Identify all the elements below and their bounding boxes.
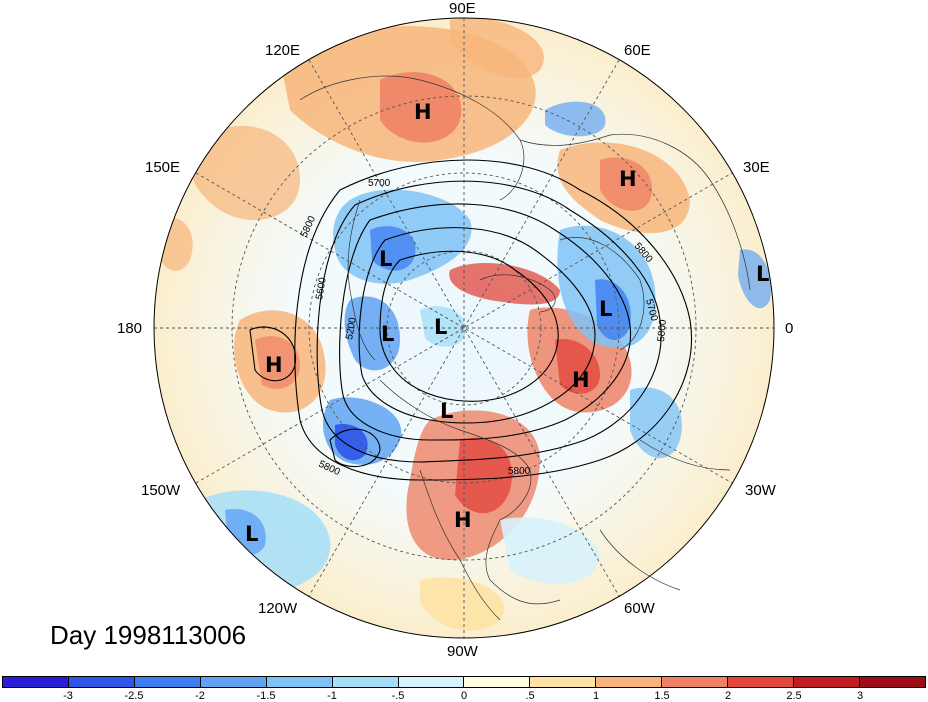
colorbar-segment: [398, 677, 465, 687]
colorbar-segment: [134, 677, 201, 687]
map-title: Day 1998113006: [50, 620, 247, 650]
lon-label-30w: 30W: [745, 482, 776, 499]
map-boundary: [153, 17, 775, 639]
colorbar-tick-label: 2.5: [786, 690, 802, 702]
colorbar-tick-label: .5: [525, 690, 535, 702]
colorbar-tick-label: -3: [63, 690, 73, 702]
height-contours: [249, 159, 692, 481]
colorbar-tick-label: 1.5: [654, 690, 670, 702]
colorbar-tick-label: 2: [724, 690, 732, 702]
lon-label-90w: 90W: [447, 643, 478, 660]
colorbar-segment: [859, 677, 925, 687]
colorbar-segment: [530, 677, 597, 687]
low-marker: L: [434, 315, 447, 339]
colorbar-segment: [464, 677, 531, 687]
lon-label-90e: 90E: [449, 0, 476, 17]
colorbar-tick-label: -2.5: [124, 690, 144, 702]
lon-label-120w: 120W: [258, 600, 298, 617]
low-marker: L: [381, 322, 394, 346]
contour-label: 5800: [656, 319, 669, 343]
colorbar-tick-label: 1: [592, 690, 600, 702]
lon-label-60e: 60E: [624, 42, 651, 59]
high-marker: H: [265, 353, 283, 377]
colorbar-segment: [662, 677, 729, 687]
colorbar-segment: [332, 677, 399, 687]
colorbar-segment: [200, 677, 267, 687]
pressure-centers: H H L L L L L H H L L H: [245, 100, 769, 546]
colorbar-segment: [794, 677, 860, 687]
coastlines: [299, 75, 751, 621]
contour-label: 5800: [508, 466, 531, 477]
lon-label-0: 0: [785, 320, 794, 337]
colorbar-tick-label: -1: [327, 690, 337, 702]
lon-label-60w: 60W: [624, 600, 655, 617]
high-marker: H: [619, 167, 637, 191]
lon-label-180: 180: [117, 320, 143, 337]
colorbar-segment: [3, 677, 69, 687]
colorbar-tick-label: -.5: [391, 690, 405, 702]
low-marker: L: [440, 399, 453, 423]
high-marker: H: [414, 100, 432, 124]
low-marker: L: [379, 247, 392, 271]
lon-label-150w: 150W: [141, 482, 181, 499]
high-marker: H: [454, 508, 472, 532]
anomaly-field: [154, 18, 774, 638]
low-marker: L: [245, 522, 258, 546]
low-marker: L: [599, 297, 612, 321]
colorbar-tick-label: -1.5: [256, 690, 276, 702]
contour-label: 5700: [368, 178, 391, 189]
contour-label: 5200: [344, 316, 359, 340]
colorbar-tick-label: -2: [195, 690, 205, 702]
colorbar-tick-label: 0: [460, 690, 468, 702]
colorbar-segment: [596, 677, 663, 687]
lon-label-30e: 30E: [743, 159, 770, 176]
colorbar-tick-label: 3: [856, 690, 864, 702]
contour-label: 5600: [314, 276, 329, 300]
colorbar-segment: [728, 677, 795, 687]
lon-label-120e: 120E: [265, 42, 301, 59]
lon-label-150e: 150E: [145, 159, 181, 176]
colorbar: [2, 676, 926, 688]
high-marker: H: [572, 368, 590, 392]
low-marker: L: [756, 262, 769, 286]
colorbar-segment: [266, 677, 333, 687]
colorbar-segment: [68, 677, 135, 687]
